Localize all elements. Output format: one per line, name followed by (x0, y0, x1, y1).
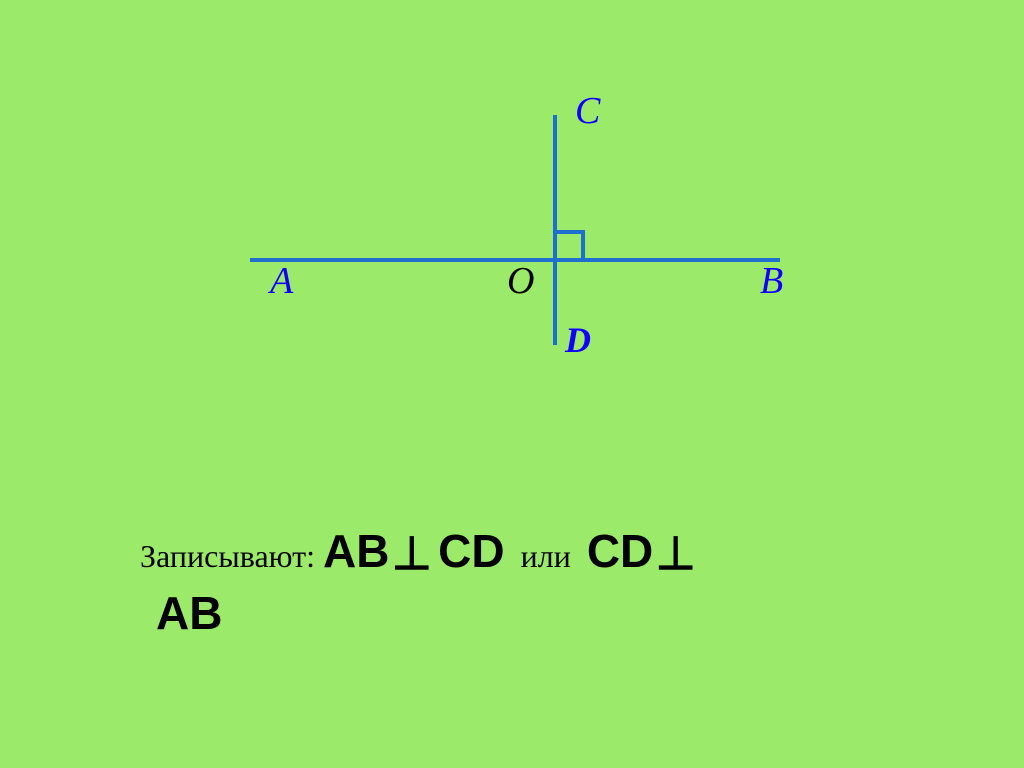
caption-lead: Записывают: (140, 538, 323, 574)
slide-root: A B C O D Записывают: АВ⊥ СD или СD⊥ АВ (0, 0, 1024, 768)
caption-ab-1: АВ (323, 525, 389, 577)
point-label-a: A (270, 262, 293, 300)
perpendicular-icon: ⊥ (389, 527, 434, 579)
notation-caption: Записывают: АВ⊥ СD или СD⊥ АВ (140, 520, 900, 644)
point-label-d: D (565, 322, 591, 358)
caption-ab-2: АВ (156, 587, 222, 639)
perpendicular-lines-diagram (0, 0, 1024, 768)
point-label-b: B (760, 262, 783, 300)
perpendicular-icon: ⊥ (653, 527, 698, 579)
point-label-c: C (575, 92, 600, 130)
caption-or: или (521, 538, 571, 574)
point-label-o: O (507, 262, 534, 300)
caption-cd-2: СD (587, 525, 653, 577)
caption-cd-1: СD (438, 525, 504, 577)
